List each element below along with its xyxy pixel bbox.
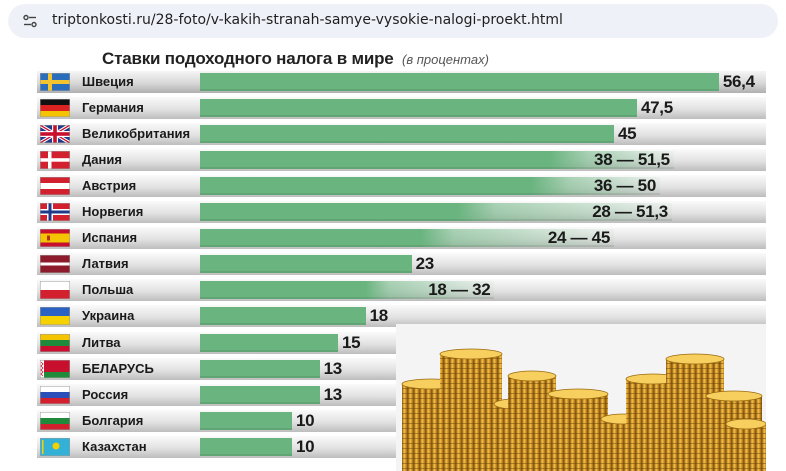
flag-uk-icon — [40, 125, 70, 144]
country-label: Австрия — [82, 178, 137, 194]
flag-belarus-icon — [40, 359, 70, 378]
gold-coins-image — [396, 324, 766, 471]
flag-norway-icon — [40, 203, 70, 222]
value-label: 13 — [323, 384, 343, 404]
country-label: Швеция — [82, 74, 134, 89]
flag-sweden-icon — [40, 73, 70, 91]
country-label: Норвегия — [82, 204, 144, 220]
flag-kazakhstan-icon — [40, 437, 70, 456]
country-label: Германия — [82, 100, 144, 116]
value-label: 23 — [415, 254, 435, 274]
coin-stack — [548, 394, 608, 471]
flag-denmark-icon — [40, 151, 70, 170]
title-main: Ставки подоходного налога в мире — [102, 49, 394, 68]
flag-latvia-icon — [40, 255, 70, 274]
coin-top — [725, 418, 766, 430]
bar — [200, 359, 320, 378]
infographic-title: Ставки подоходного налога в мире (в проц… — [102, 49, 489, 69]
country-label: Латвия — [82, 256, 129, 272]
flag-poland-icon — [40, 281, 70, 300]
value-label: 13 — [323, 358, 343, 378]
flag-germany-icon — [40, 99, 70, 118]
tax-rate-infographic: Ставки подоходного налога в мире (в проц… — [0, 42, 786, 471]
bar — [200, 307, 366, 326]
country-label: Литва — [82, 334, 121, 350]
country-label: Казахстан — [82, 438, 147, 454]
bar — [200, 73, 719, 91]
coin-top — [439, 348, 503, 360]
country-label: Дания — [82, 152, 122, 168]
flag-ukraine-icon — [40, 307, 70, 326]
value-label: 15 — [342, 332, 361, 352]
value-label: 47,5 — [641, 98, 673, 118]
country-label: Болгария — [82, 412, 144, 428]
flag-bulgaria-icon — [40, 411, 70, 430]
country-label: Испания — [82, 230, 138, 246]
country-label: БЕЛАРУСЬ — [82, 360, 154, 376]
site-settings-icon[interactable] — [22, 13, 38, 29]
coin-stack — [726, 424, 766, 471]
country-label: Украина — [82, 308, 135, 324]
value-label: 18 — 32 — [428, 280, 491, 300]
bar — [200, 229, 614, 248]
bar — [200, 281, 495, 300]
bar — [200, 411, 292, 430]
bar — [200, 151, 674, 170]
coin-top — [665, 353, 725, 365]
bar — [200, 437, 292, 456]
value-label: 28 — 51,3 — [592, 202, 668, 222]
url-text[interactable]: triptonkosti.ru/28-foto/v-kakih-stranah-… — [52, 12, 563, 28]
address-bar[interactable]: triptonkosti.ru/28-foto/v-kakih-stranah-… — [8, 4, 778, 38]
coin-top — [507, 370, 557, 382]
value-label: 56,4 — [722, 72, 755, 91]
country-label: Польша — [82, 282, 134, 298]
bar — [200, 333, 338, 352]
value-label: 38 — 51,5 — [594, 150, 670, 170]
country-label: Великобритания — [82, 126, 191, 142]
flag-spain-icon — [40, 229, 70, 248]
value-label: 45 — [618, 124, 637, 144]
value-label: 36 — 50 — [593, 176, 656, 196]
bar — [200, 125, 614, 144]
coin-top — [547, 388, 609, 400]
value-label: 10 — [296, 410, 315, 430]
bar — [200, 99, 637, 118]
flag-russia-icon — [40, 385, 70, 404]
bar — [200, 203, 672, 222]
value-label: 10 — [296, 436, 315, 456]
coin-top — [705, 390, 763, 402]
country-label: Россия — [82, 386, 129, 402]
coin-stack — [440, 354, 502, 471]
value-label: 24 — 45 — [547, 228, 610, 248]
bar — [200, 177, 660, 196]
flag-lithuania-icon — [40, 333, 70, 352]
bar — [200, 385, 320, 404]
title-subtitle: (в процентах) — [402, 52, 489, 67]
value-label: 18 — [369, 306, 389, 326]
flag-austria-icon — [40, 177, 70, 196]
bar — [200, 255, 412, 274]
